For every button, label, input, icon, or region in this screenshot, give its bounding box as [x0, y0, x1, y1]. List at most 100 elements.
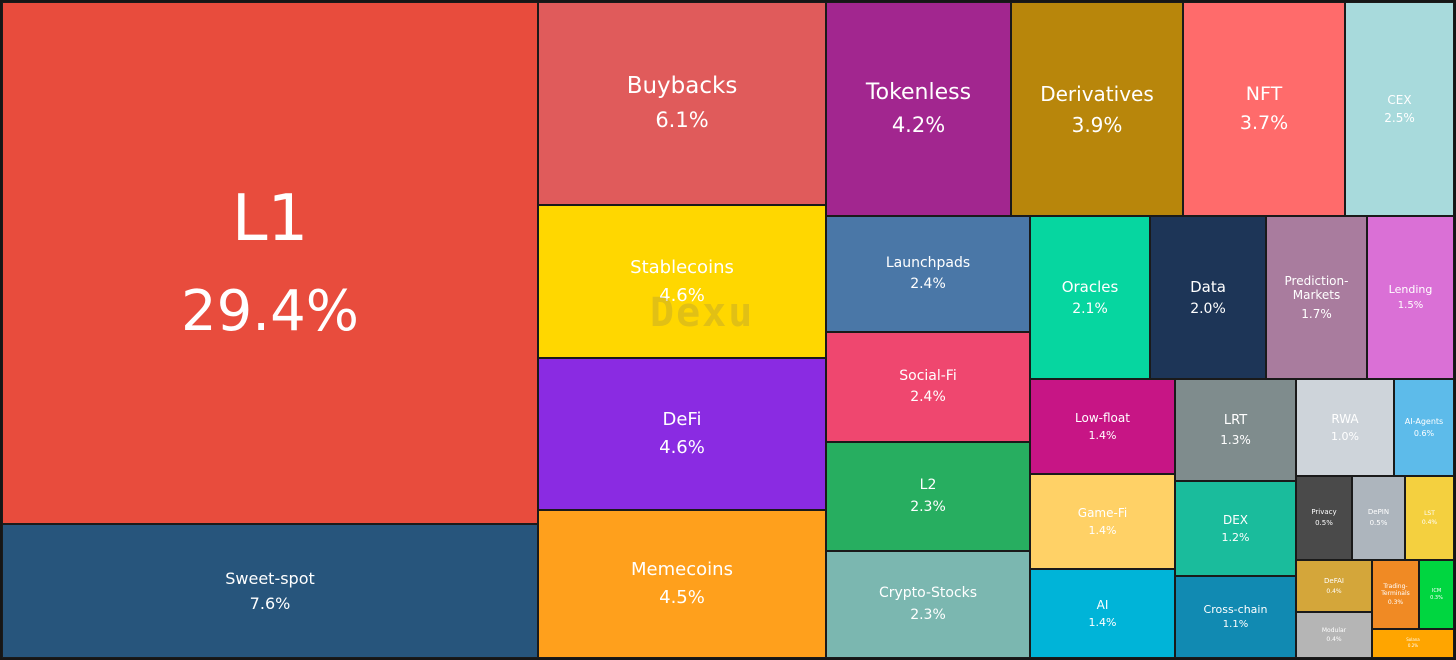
tile-label: Sweet-spot — [225, 569, 315, 589]
tile-social-fi: Social-Fi 2.4% — [826, 332, 1030, 442]
tile-value: 1.1% — [1222, 619, 1249, 631]
tile-value: 4.6% — [659, 437, 705, 459]
tile-label: Game-Fi — [1077, 505, 1128, 520]
tile-value: 7.6% — [249, 593, 291, 613]
tile-value: 0.5% — [1369, 519, 1388, 528]
tile-modular: Modular 0.4% — [1296, 612, 1372, 658]
tile-nft: NFT 3.7% — [1183, 2, 1345, 216]
tile-game-fi: Game-Fi 1.4% — [1030, 474, 1175, 569]
tile-icm: ICM 0.3% — [1419, 560, 1454, 629]
tile-value: 2.5% — [1384, 111, 1415, 126]
tile-label: Trading- Terminals — [1381, 582, 1410, 597]
tile-rwa: RWA 1.0% — [1296, 379, 1394, 476]
tile-value: 1.5% — [1397, 299, 1424, 311]
tile-value: 1.7% — [1301, 306, 1332, 321]
tile-cex: CEX 2.5% — [1345, 2, 1454, 216]
tile-launchpads: Launchpads 2.4% — [826, 216, 1030, 332]
tile-label: AI-Agents — [1404, 416, 1444, 426]
tile-value: 4.6% — [659, 284, 705, 306]
tile-value: 2.1% — [1072, 300, 1108, 317]
tile-value: 6.1% — [655, 108, 709, 133]
tile-lrt: LRT 1.3% — [1175, 379, 1296, 481]
tile-cross-chain: Cross-chain 1.1% — [1175, 576, 1296, 658]
tile-value: 3.9% — [1071, 112, 1123, 137]
tile-tokenless: Tokenless 4.2% — [826, 2, 1011, 216]
tile-label: Memecoins — [631, 559, 733, 581]
tile-label: L1 — [231, 182, 309, 257]
tile-memecoins: Memecoins 4.5% — [538, 510, 826, 658]
tile-depin: DePIN 0.5% — [1352, 476, 1405, 560]
tile-label: ICM — [1431, 587, 1442, 594]
tile-defi: DeFi 4.6% — [538, 358, 826, 510]
tile-label: Crypto-Stocks — [878, 585, 978, 602]
tile-label: AI — [1096, 597, 1109, 612]
tile-label: DEX — [1222, 512, 1249, 527]
tile-sweet-spot: Sweet-spot 7.6% — [2, 524, 538, 658]
tile-lst: LST 0.4% — [1405, 476, 1454, 560]
tile-solana: Solana 0.2% — [1372, 629, 1454, 658]
tile-value: 1.3% — [1220, 432, 1251, 447]
tile-ai: AI 1.4% — [1030, 569, 1175, 658]
tile-value: 0.3% — [1430, 595, 1443, 602]
tile-label: DePIN — [1367, 508, 1390, 517]
tile-l1: L1 29.4% — [2, 2, 538, 524]
tile-label: Privacy — [1311, 508, 1337, 517]
tile-label: Social-Fi — [899, 367, 957, 384]
tile-buybacks: Buybacks 6.1% — [538, 2, 826, 205]
tile-label: Prediction- Markets — [1284, 273, 1349, 303]
tile-defai: DeFAI 0.4% — [1296, 560, 1372, 612]
tile-l2: L2 2.3% — [826, 442, 1030, 551]
tile-label: Derivatives — [1040, 81, 1154, 106]
tile-label: Tokenless — [865, 79, 972, 105]
tile-label: NFT — [1245, 82, 1283, 105]
tile-value: 4.5% — [659, 587, 705, 609]
tile-trading-terminals: Trading- Terminals 0.3% — [1372, 560, 1419, 629]
tile-value: 1.4% — [1088, 429, 1117, 443]
tile-value: 2.0% — [1190, 300, 1226, 317]
tile-label: L2 — [919, 477, 937, 494]
tile-value: 0.2% — [1407, 643, 1419, 649]
tile-value: 0.4% — [1421, 519, 1438, 527]
tile-ai-agents: AI-Agents 0.6% — [1394, 379, 1454, 476]
tile-label: DeFi — [662, 409, 702, 431]
tile-value: 2.4% — [910, 276, 946, 293]
tile-label: LRT — [1223, 412, 1248, 428]
tile-value: 1.4% — [1088, 616, 1117, 630]
tile-lending: Lending 1.5% — [1367, 216, 1454, 379]
tile-derivatives: Derivatives 3.9% — [1011, 2, 1183, 216]
tile-label: Solana — [1406, 637, 1420, 642]
tile-label: RWA — [1331, 411, 1359, 426]
tile-value: 0.6% — [1413, 428, 1435, 438]
tile-value: 0.4% — [1326, 587, 1342, 595]
tile-value: 2.4% — [910, 389, 946, 406]
tile-label: DeFAI — [1324, 577, 1344, 586]
tile-value: 0.5% — [1315, 519, 1333, 528]
tile-privacy: Privacy 0.5% — [1296, 476, 1352, 560]
tile-label: LST — [1424, 509, 1435, 517]
tile-value: 3.7% — [1239, 112, 1289, 135]
tile-value: 2.3% — [910, 498, 946, 515]
tile-label: CEX — [1387, 92, 1412, 107]
tile-value: 0.4% — [1326, 636, 1342, 644]
tile-label: Oracles — [1061, 277, 1119, 296]
tile-prediction-markets: Prediction- Markets 1.7% — [1266, 216, 1367, 379]
tile-crypto-stocks: Crypto-Stocks 2.3% — [826, 551, 1030, 658]
tile-label: Cross-chain — [1203, 602, 1268, 616]
tile-value: 1.2% — [1221, 531, 1250, 545]
tile-label: Low-float — [1075, 410, 1130, 425]
tile-value: 1.0% — [1331, 430, 1359, 444]
tile-value: 0.3% — [1387, 599, 1404, 607]
tile-label: Lending — [1388, 283, 1433, 297]
tile-value: 29.4% — [181, 278, 359, 344]
tile-oracles: Oracles 2.1% — [1030, 216, 1150, 379]
tile-label: Stablecoins — [630, 256, 734, 278]
tile-stablecoins: Stablecoins 4.6% — [538, 205, 826, 358]
tile-value: 4.2% — [891, 113, 946, 138]
tile-data: Data 2.0% — [1150, 216, 1266, 379]
tile-label: Buybacks — [626, 73, 738, 100]
tile-label: Data — [1190, 277, 1226, 296]
tile-value: 2.3% — [910, 606, 946, 623]
tile-label: Modular — [1321, 626, 1347, 634]
tile-value: 1.4% — [1088, 524, 1117, 538]
